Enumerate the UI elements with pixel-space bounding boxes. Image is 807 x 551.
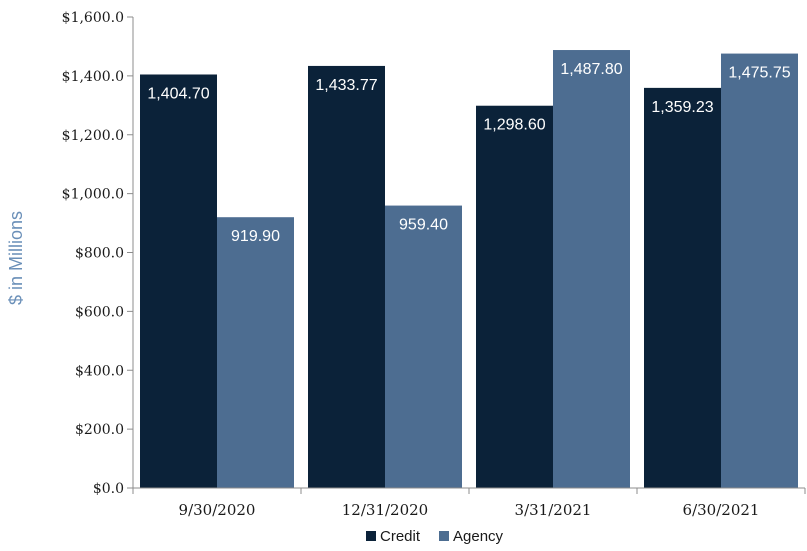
y-tick-label: $800.0	[75, 246, 124, 262]
y-tick-label: $1,400.0	[62, 69, 124, 85]
y-tick-label: $1,600.0	[62, 10, 124, 26]
y-tick-label: $0.0	[93, 481, 124, 497]
data-label: 1,404.70	[147, 85, 209, 102]
x-tick-label: 9/30/2020	[179, 501, 256, 519]
x-tick-label: 12/31/2020	[342, 501, 428, 519]
bar-agency-3	[553, 50, 630, 489]
bar-credit-2	[308, 65, 385, 488]
legend-label-agency: Agency	[453, 528, 504, 545]
y-tick-label: $1,200.0	[62, 128, 124, 144]
y-axis-title: $ in Millions	[6, 211, 26, 305]
y-tick-label: $600.0	[75, 304, 124, 320]
bar-agency-1	[217, 217, 294, 488]
y-tick-label: $1,000.0	[62, 187, 124, 203]
legend-swatch-agency	[439, 531, 449, 541]
y-axis-ticks: $0.0 $200.0 $400.0 $600.0 $800.0 $1,000.0 $1,2…	[62, 10, 133, 497]
data-label: 1,359.23	[651, 99, 713, 116]
data-labels: 1,404.70 919.90 1,433.77 959.40 1,298.60 1,48…	[147, 61, 790, 245]
legend-swatch-credit	[366, 531, 376, 541]
y-tick-label: $400.0	[75, 363, 124, 379]
data-label: 1,433.77	[315, 77, 377, 94]
bar-credit-3	[476, 105, 553, 489]
x-axis: 9/30/2020 12/31/2020 3/31/2021 6/30/2021	[132, 487, 806, 519]
data-label: 1,475.75	[728, 65, 790, 82]
x-tick-label: 6/30/2021	[683, 501, 760, 519]
bar-agency-2	[385, 205, 462, 488]
legend: Credit Agency	[366, 528, 504, 545]
y-tick-label: $200.0	[75, 422, 124, 438]
bars	[140, 50, 798, 489]
data-label: 919.90	[231, 228, 280, 245]
x-tick-label: 3/31/2021	[515, 501, 592, 519]
bar-agency-4	[721, 53, 798, 488]
bar-credit-1	[140, 74, 217, 488]
data-label: 1,298.60	[483, 117, 545, 134]
bar-credit-4	[644, 87, 721, 488]
legend-label-credit: Credit	[380, 528, 421, 545]
data-label: 959.40	[399, 217, 448, 234]
data-label: 1,487.80	[560, 61, 622, 78]
